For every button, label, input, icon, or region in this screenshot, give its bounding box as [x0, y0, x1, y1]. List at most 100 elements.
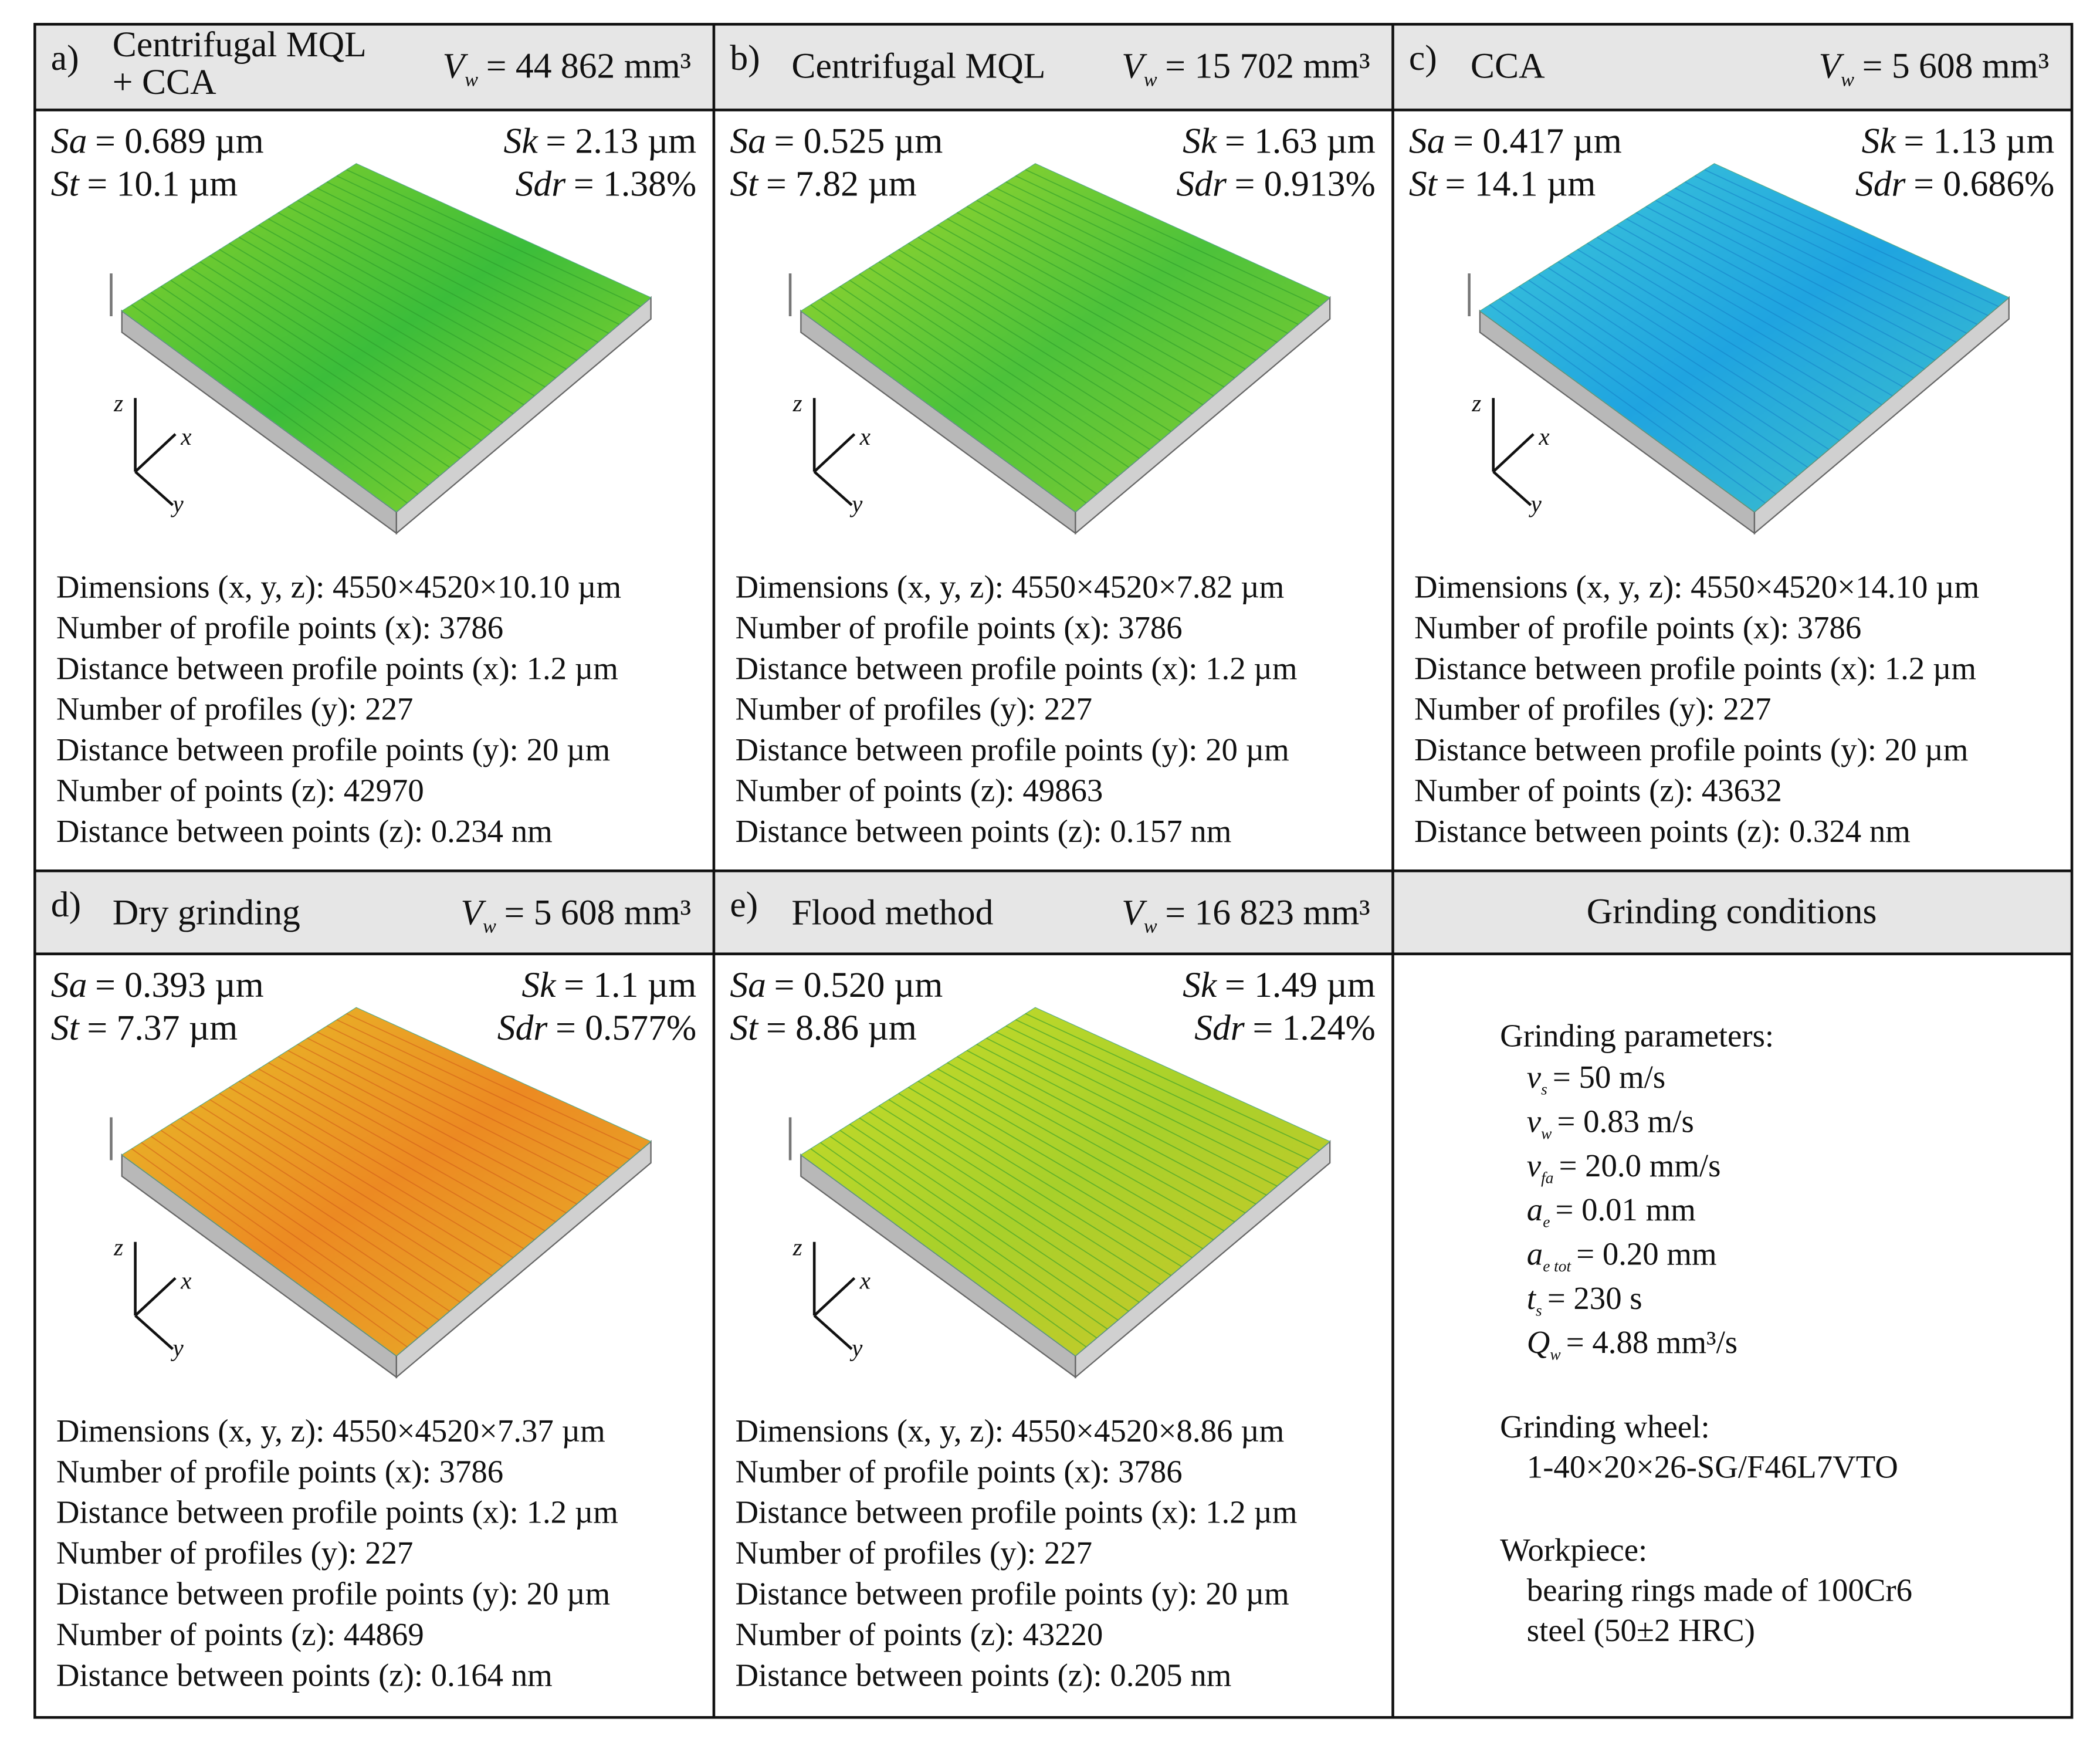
texture-line	[849, 279, 1129, 468]
volume-symbol: V	[460, 893, 486, 933]
surface-texture	[810, 1013, 1320, 1348]
texture-line	[239, 1080, 524, 1249]
surface-texture	[131, 1013, 641, 1348]
volume-symbol: V	[1122, 893, 1147, 933]
volume-sub: w	[1144, 68, 1157, 90]
panel-title: Flood method	[791, 893, 993, 933]
texture-line	[1675, 187, 1967, 334]
surface-texture	[810, 169, 1320, 503]
texture-line	[957, 212, 1246, 370]
texture-line	[869, 267, 1150, 450]
texture-line	[268, 1062, 556, 1223]
spec-line: Number of profile points (x): 3786	[56, 610, 503, 645]
parameter-name: Sdr	[497, 1008, 548, 1048]
texture-line	[917, 236, 1203, 405]
texture-line	[219, 249, 503, 423]
texture-line	[820, 298, 1098, 495]
texture-line	[248, 1074, 535, 1240]
parameter-symbol: t	[1527, 1280, 1537, 1316]
parameter: Sdr = 1.24%	[1194, 1008, 1376, 1048]
texture-line	[976, 199, 1267, 352]
axis-label: y	[849, 1334, 863, 1361]
texture-line	[1489, 304, 1766, 503]
grinding-parameter: ae = 0.01 mm	[1527, 1192, 1696, 1230]
spec-line: Number of profiles (y): 227	[1414, 691, 1772, 727]
volume-sub: w	[1841, 68, 1854, 90]
section-heading: Grinding wheel:	[1500, 1409, 1710, 1444]
spec-line: Distance between profile points (x): 1.2…	[735, 650, 1297, 686]
texture-line	[810, 1148, 1086, 1348]
spec-line: Distance between points (z): 0.205 nm	[735, 1657, 1231, 1693]
axis	[134, 1277, 177, 1317]
texture-line	[199, 261, 482, 441]
spec-line: Number of profile points (x): 3786	[1414, 610, 1861, 645]
parameter-value: = 0.689 µm	[95, 121, 264, 161]
texture-line	[839, 286, 1119, 477]
texture-line	[1694, 175, 1988, 316]
parameter-value: = 50 m/s	[1553, 1059, 1665, 1095]
parameter-value: = 0.577%	[556, 1008, 696, 1048]
parameter: Sa = 0.520 µm	[730, 965, 943, 1005]
grinding-parameter: ts = 230 s	[1527, 1280, 1642, 1319]
parameter-symbol: a	[1527, 1236, 1543, 1272]
parameter-value: = 0.83 m/s	[1557, 1103, 1694, 1139]
volume-sub: w	[1144, 915, 1157, 937]
texture-line	[1665, 194, 1956, 343]
texture-line	[277, 212, 567, 370]
grinding-parameter: vw = 0.83 m/s	[1527, 1103, 1694, 1142]
spec-line: Number of profiles (y): 227	[735, 1535, 1092, 1571]
texture-line	[1547, 267, 1829, 450]
parameter-name: Sk	[1183, 121, 1218, 161]
header-row	[35, 24, 2072, 110]
parameter: Sa = 0.689 µm	[51, 121, 264, 161]
texture-line	[995, 187, 1288, 334]
texture-line	[326, 1025, 619, 1169]
volume-sub: w	[483, 915, 496, 937]
texture-line	[879, 1105, 1161, 1285]
texture-line	[898, 249, 1182, 423]
texture-line	[907, 243, 1193, 414]
volume-symbol: V	[1818, 46, 1844, 86]
texture-line	[346, 1013, 641, 1151]
texture-line	[229, 1087, 514, 1258]
parameter: Sk = 1.13 µm	[1862, 121, 2055, 161]
spec-line: Number of profile points (x): 3786	[56, 1453, 503, 1489]
axis-label: x	[859, 1267, 871, 1294]
texture-line	[898, 1092, 1182, 1267]
texture-line	[1606, 231, 1893, 397]
parameter: Sdr = 0.686%	[1855, 164, 2054, 204]
axes-icon	[1492, 398, 1535, 506]
parameter-name: Sk	[504, 121, 539, 161]
parameter-value: = 0.20 mm	[1576, 1236, 1716, 1272]
parameter-value: = 230 s	[1547, 1280, 1642, 1316]
texture-line	[151, 1136, 429, 1329]
spec-line: Number of points (z): 42970	[56, 773, 424, 808]
texture-line	[160, 286, 439, 477]
spec-line: Number of points (z): 43220	[735, 1616, 1103, 1652]
parameter-value: = 1.38%	[574, 164, 696, 204]
texture-line	[820, 1142, 1098, 1339]
parameter-name: St	[51, 164, 80, 204]
texture-line	[1025, 169, 1320, 307]
axis-label: x	[859, 423, 871, 450]
axis	[813, 471, 853, 506]
parameter-symbol: a	[1527, 1192, 1543, 1227]
texture-line	[1587, 243, 1872, 414]
texture-line	[927, 231, 1214, 397]
parameter-sub: e tot	[1543, 1257, 1571, 1275]
spec-line: Dimensions (x, y, z): 4550×4520×8.86 µm	[735, 1413, 1284, 1449]
spec-line: Distance between profile points (x): 1.2…	[56, 1494, 618, 1530]
panel-label: a)	[51, 38, 79, 78]
spec-line: Distance between profile points (y): 20 …	[56, 1576, 610, 1612]
parameter-name: Sa	[730, 121, 766, 161]
parameter-value: = 10.1 µm	[87, 164, 238, 204]
texture-line	[810, 304, 1086, 503]
panel-label: b)	[730, 38, 760, 78]
spec-line: Distance between points (z): 0.234 nm	[56, 813, 553, 849]
texture-line	[268, 218, 556, 378]
volume: Vw = 5 608 mm³	[460, 893, 691, 938]
spec-line: Distance between points (z): 0.157 nm	[735, 813, 1231, 849]
axes-icon	[134, 1241, 177, 1351]
parameter-value: = 7.37 µm	[87, 1008, 238, 1048]
texture-line	[189, 267, 471, 450]
